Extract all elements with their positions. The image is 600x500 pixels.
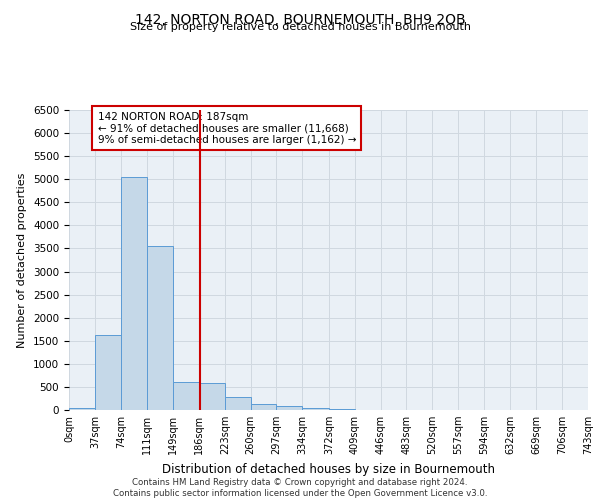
Bar bbox=[199, 384, 225, 410]
Text: 142, NORTON ROAD, BOURNEMOUTH, BH9 2QB: 142, NORTON ROAD, BOURNEMOUTH, BH9 2QB bbox=[134, 12, 466, 26]
Bar bbox=[121, 177, 146, 410]
Bar bbox=[146, 246, 173, 410]
Text: Contains HM Land Registry data © Crown copyright and database right 2024.
Contai: Contains HM Land Registry data © Crown c… bbox=[113, 478, 487, 498]
Text: Size of property relative to detached houses in Bournemouth: Size of property relative to detached ho… bbox=[130, 22, 470, 32]
Bar bbox=[329, 409, 355, 410]
Bar bbox=[95, 335, 121, 410]
Bar bbox=[302, 408, 329, 410]
Y-axis label: Number of detached properties: Number of detached properties bbox=[17, 172, 28, 348]
Bar bbox=[173, 382, 199, 410]
Bar bbox=[251, 404, 277, 410]
Bar bbox=[69, 408, 95, 410]
Bar bbox=[225, 397, 251, 410]
Text: 142 NORTON ROAD: 187sqm
← 91% of detached houses are smaller (11,668)
9% of semi: 142 NORTON ROAD: 187sqm ← 91% of detache… bbox=[98, 112, 356, 144]
X-axis label: Distribution of detached houses by size in Bournemouth: Distribution of detached houses by size … bbox=[162, 462, 495, 475]
Bar bbox=[277, 406, 302, 410]
